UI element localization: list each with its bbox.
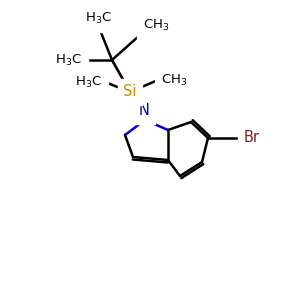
Text: H$_3$C: H$_3$C	[75, 74, 102, 89]
Text: H$_3$C: H$_3$C	[85, 11, 111, 26]
Text: N: N	[139, 103, 149, 118]
Text: Br: Br	[244, 130, 260, 146]
Text: CH$_3$: CH$_3$	[161, 72, 188, 88]
Text: Si: Si	[123, 85, 137, 100]
Text: CH$_3$: CH$_3$	[143, 18, 170, 33]
Text: H$_3$C: H$_3$C	[55, 52, 82, 68]
